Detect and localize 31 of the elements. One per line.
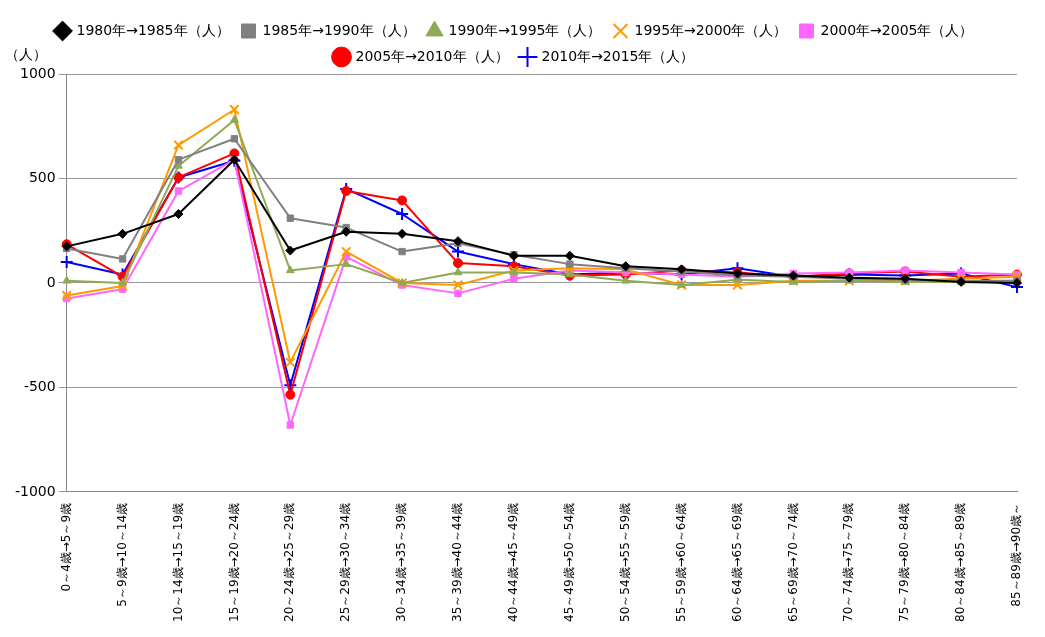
y-tick-label: 1000 [20,64,56,81]
x-tick-label: 35～39歳→40～44歳 [450,502,465,623]
x-tick-label: 40～44歳→45～49歳 [506,502,521,623]
legend-label: 1985年→1990年（人） [262,21,416,38]
y-tick-label: 0 [46,273,56,290]
legend-label: 1990年→1995年（人） [448,21,602,38]
x-tick-label: 20～24歳→25～29歳 [282,502,297,623]
x-tick-label: 45～49歳→50～54歳 [561,502,576,623]
legend-label: 2000年→2005年（人） [820,21,974,38]
x-tick-label: 30～34歳→35～39歳 [394,502,409,623]
x-tick-label: 55～59歳→60～64歳 [673,502,688,623]
x-tick-label: 80～84歳→85～89歳 [953,502,968,623]
x-tick-label: 5～9歳→10～14歳 [114,502,129,607]
legend-label: 2005年→2010年（人） [355,47,509,64]
x-tick-label: 10～14歳→15～19歳 [170,502,185,623]
x-tick-label: 60～64歳→65～69歳 [729,502,744,623]
x-tick-label: 15～19歳→20～24歳 [226,502,241,623]
y-tick-label: 500 [28,169,56,186]
legend-label: 2010年→2015年（人） [541,47,695,64]
legend-label: 1980年→1985年（人） [76,21,230,38]
x-tick-label: 70～74歳→75～79歳 [841,502,856,623]
x-tick-label: 25～29歳→30～34歳 [338,502,353,623]
x-tick-label: 85～89歳→90歳～ [1009,502,1024,607]
legend-label: 1995年→2000年（人） [634,21,788,38]
x-tick-label: 0～4歳→5～9歳 [58,502,73,592]
x-tick-label: 65～69歳→70～74歳 [785,502,800,623]
y-tick-label: -500 [23,378,56,395]
x-tick-label: 75～79歳→80～84歳 [897,502,912,623]
y-tick-label: -1000 [14,482,56,499]
x-tick-label: 50～54歳→55～59歳 [617,502,632,623]
y-axis-title: （人） [5,45,47,62]
